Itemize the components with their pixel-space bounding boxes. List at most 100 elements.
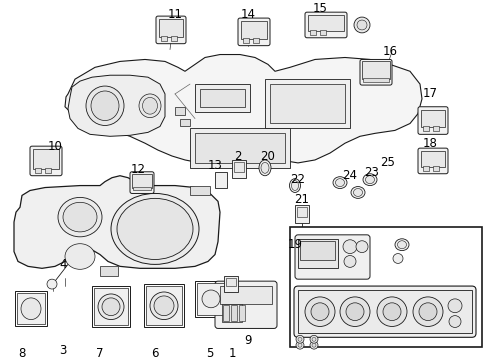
- Circle shape: [353, 17, 369, 33]
- Bar: [132, 174, 152, 188]
- Ellipse shape: [58, 197, 102, 237]
- Bar: [252, 38, 259, 43]
- Bar: [146, 286, 182, 325]
- Bar: [195, 133, 285, 163]
- Circle shape: [392, 253, 402, 264]
- FancyBboxPatch shape: [293, 286, 475, 337]
- Bar: [294, 205, 308, 223]
- FancyBboxPatch shape: [156, 16, 185, 44]
- FancyBboxPatch shape: [130, 172, 154, 193]
- Ellipse shape: [102, 298, 120, 316]
- Bar: [234, 162, 244, 172]
- Bar: [231, 160, 245, 178]
- Ellipse shape: [289, 179, 300, 193]
- Circle shape: [418, 303, 436, 320]
- Ellipse shape: [353, 189, 362, 197]
- Bar: [215, 172, 226, 188]
- Bar: [239, 305, 244, 320]
- FancyBboxPatch shape: [30, 146, 62, 176]
- Circle shape: [376, 297, 406, 327]
- Bar: [45, 168, 51, 173]
- Circle shape: [310, 303, 328, 320]
- Bar: [309, 30, 315, 35]
- Text: 2: 2: [234, 149, 241, 162]
- Ellipse shape: [117, 198, 193, 260]
- Circle shape: [297, 343, 302, 347]
- Bar: [420, 110, 444, 127]
- Text: 11: 11: [167, 8, 182, 21]
- Text: 19: 19: [287, 238, 302, 251]
- Text: 16: 16: [382, 45, 397, 58]
- Text: 10: 10: [47, 140, 62, 153]
- Ellipse shape: [362, 174, 376, 185]
- Bar: [190, 129, 289, 168]
- Bar: [297, 239, 337, 268]
- Text: 23: 23: [364, 166, 379, 179]
- Ellipse shape: [291, 181, 298, 190]
- Bar: [362, 78, 388, 82]
- FancyBboxPatch shape: [238, 18, 269, 46]
- Text: 1: 1: [228, 347, 235, 360]
- Circle shape: [311, 343, 315, 347]
- Circle shape: [346, 303, 363, 320]
- Text: 6: 6: [151, 347, 159, 360]
- Text: 4: 4: [59, 258, 67, 271]
- Bar: [224, 276, 238, 292]
- Bar: [269, 84, 345, 123]
- Circle shape: [355, 241, 367, 253]
- Bar: [422, 166, 428, 171]
- Circle shape: [339, 297, 369, 327]
- Ellipse shape: [111, 193, 199, 264]
- Ellipse shape: [335, 179, 344, 186]
- Bar: [33, 149, 59, 169]
- Circle shape: [356, 20, 366, 30]
- Ellipse shape: [139, 94, 161, 118]
- Bar: [171, 36, 177, 41]
- Text: 15: 15: [312, 2, 327, 15]
- Bar: [297, 290, 471, 333]
- Bar: [432, 126, 438, 131]
- Text: 3: 3: [59, 343, 66, 357]
- Bar: [175, 107, 184, 114]
- Circle shape: [47, 279, 57, 289]
- Ellipse shape: [261, 162, 268, 173]
- FancyBboxPatch shape: [359, 59, 391, 85]
- Bar: [35, 168, 41, 173]
- Circle shape: [309, 341, 317, 349]
- Bar: [432, 166, 438, 171]
- Circle shape: [295, 335, 304, 343]
- Text: 20: 20: [260, 149, 275, 162]
- Circle shape: [297, 337, 302, 341]
- Circle shape: [448, 316, 460, 328]
- Text: 14: 14: [240, 8, 255, 21]
- Text: 12: 12: [130, 163, 145, 176]
- Circle shape: [447, 299, 461, 313]
- Bar: [190, 185, 209, 195]
- Bar: [296, 207, 306, 217]
- Circle shape: [311, 337, 315, 341]
- Circle shape: [343, 256, 355, 267]
- Polygon shape: [65, 54, 421, 163]
- Bar: [133, 186, 151, 190]
- Ellipse shape: [150, 292, 178, 320]
- Bar: [94, 288, 128, 325]
- Bar: [289, 227, 481, 347]
- Bar: [220, 286, 271, 304]
- Ellipse shape: [63, 202, 97, 232]
- FancyBboxPatch shape: [294, 235, 369, 279]
- FancyBboxPatch shape: [215, 281, 276, 328]
- Bar: [200, 89, 244, 107]
- Ellipse shape: [365, 176, 374, 184]
- Bar: [92, 286, 130, 328]
- Bar: [15, 291, 47, 327]
- Bar: [422, 126, 428, 131]
- Ellipse shape: [202, 290, 220, 308]
- Text: 7: 7: [96, 347, 103, 360]
- Bar: [197, 283, 224, 315]
- Bar: [241, 21, 266, 39]
- Polygon shape: [14, 176, 220, 268]
- Text: 9: 9: [244, 334, 251, 347]
- Ellipse shape: [142, 98, 157, 114]
- Ellipse shape: [154, 296, 174, 316]
- Circle shape: [309, 335, 317, 343]
